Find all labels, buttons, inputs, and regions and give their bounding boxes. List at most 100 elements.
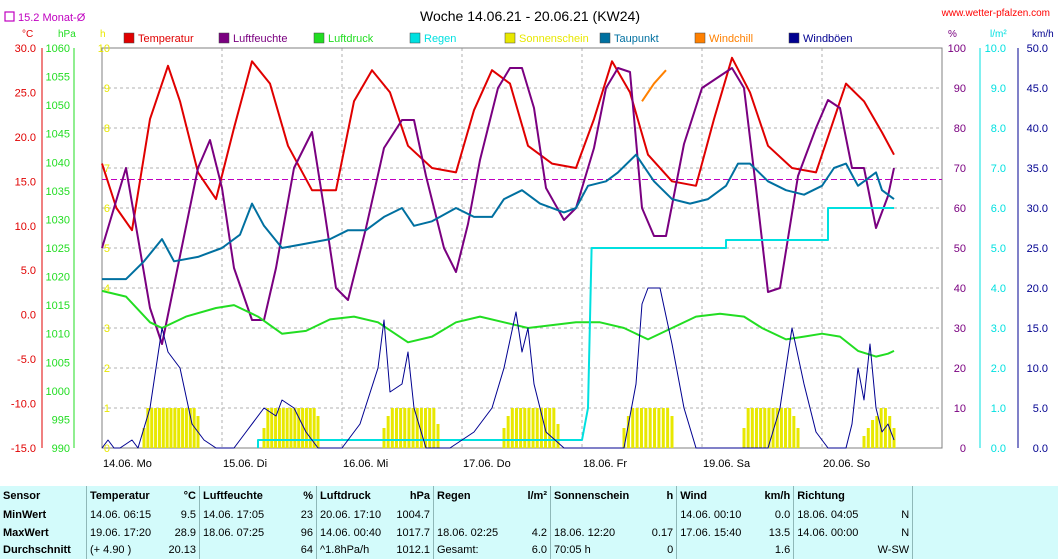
sunshine-bar	[661, 408, 665, 448]
tick-label-rain: 4.0	[991, 283, 1006, 295]
tick-label-rain: 8.0	[991, 123, 1006, 135]
header-sunshine-unit: h	[666, 490, 674, 502]
sunshine-bar	[382, 428, 386, 448]
sunshine-bar	[631, 408, 635, 448]
legend-label-pressure: Luftdruck	[328, 33, 374, 45]
sunshine-bar	[888, 416, 892, 448]
tick-label-pressure: 1015	[46, 300, 70, 312]
x-tick-label: 17.06. Do	[463, 458, 511, 470]
tick-label-temperature: -5.0	[17, 354, 36, 366]
month-avg-icon	[4, 11, 15, 22]
legend-label-dewpoint: Taupunkt	[614, 33, 659, 45]
sunshine-bar	[552, 408, 556, 448]
rain-total-label: Gesamt:	[433, 541, 506, 559]
sunshine-bar	[181, 408, 185, 448]
tick-label-pressure: 1050	[46, 100, 70, 112]
tick-label-rain: 10.0	[985, 43, 1006, 55]
sunshine-bar	[779, 408, 783, 448]
sunshine-bar	[297, 408, 301, 448]
sunshine-bar	[184, 408, 188, 448]
tick-label-humidity: 70	[954, 163, 966, 175]
press-max-value: 1017.7	[396, 526, 430, 539]
dir-avg-value: W-SW	[877, 544, 910, 557]
sunshine-bar	[419, 408, 423, 448]
series-line-pressure	[101, 289, 895, 358]
series-line-rain	[257, 207, 894, 448]
tick-label-pressure: 1000	[46, 386, 70, 398]
sunshine-bar	[622, 428, 626, 448]
sunshine-bar	[411, 408, 415, 448]
tick-label-humidity: 0	[960, 443, 966, 455]
legend-label-temperature: Temperatur	[138, 33, 194, 45]
series-line-humidity	[101, 67, 895, 345]
sunshine-bar	[875, 416, 879, 448]
sunshine-bar	[527, 408, 531, 448]
legend: Temperatur Luftfeuchte Luftdruck Regen Sonne…	[123, 32, 853, 45]
sunshine-bar	[436, 424, 440, 448]
series-line-windchill	[641, 69, 667, 102]
temp-min-time: 14.06. 06:15	[86, 506, 155, 524]
tick-label-wind: 25.0	[1027, 243, 1048, 255]
sunshine-bar	[403, 408, 407, 448]
rain-total-value: 6.0	[531, 544, 547, 557]
header-wind-unit: km/h	[764, 490, 791, 502]
tick-label-rain: 3.0	[991, 323, 1006, 335]
legend-label-windchill: Windchill	[709, 33, 753, 45]
sunshine-bar	[266, 408, 270, 448]
legend-swatch-windchill	[694, 32, 706, 44]
tick-label-temperature: 20.0	[15, 132, 36, 144]
tick-label-humidity: 50	[954, 243, 966, 255]
sunshine-bar	[796, 428, 800, 448]
header-rain: Regen	[433, 486, 506, 507]
sun-total-note: 70:05 h	[550, 541, 633, 559]
tick-label-pressure: 1060	[46, 43, 70, 55]
legend-label-gust: Windböen	[803, 33, 853, 45]
press-max-time: 14.06. 00:40	[316, 523, 389, 542]
sunshine-bar	[892, 428, 896, 448]
axis-unit-pressure: hPa	[58, 29, 76, 40]
tick-label-humidity: 10	[954, 403, 966, 415]
tick-label-humidity: 100	[948, 43, 966, 55]
sunshine-bar	[142, 428, 146, 448]
site-url[interactable]: www.wetter-pfalzen.com	[941, 8, 1050, 19]
tick-label-rain: 2.0	[991, 363, 1006, 375]
sunshine-bar	[161, 408, 165, 448]
tick-label-wind: 20.0	[1027, 283, 1048, 295]
axis-unit-humidity: %	[948, 29, 957, 40]
axis-unit-temperature: °C	[22, 29, 33, 40]
sunshine-bar	[510, 408, 514, 448]
sunshine-bar	[653, 408, 657, 448]
sunshine-bar	[289, 408, 293, 448]
header-temperature: Temperatur	[86, 486, 155, 507]
sunshine-bar	[784, 408, 788, 448]
tick-label-temperature: 30.0	[15, 43, 36, 55]
legend-label-humidity: Luftfeuchte	[233, 33, 287, 45]
tick-label-sunshine: 4	[104, 283, 110, 295]
tick-label-humidity: 90	[954, 83, 966, 95]
dir-min-time: 18.06. 04:05	[793, 506, 867, 524]
tick-label-sunshine: 10	[98, 43, 110, 55]
hum-max-value: 96	[300, 526, 313, 539]
sunshine-bar	[407, 408, 411, 448]
sunshine-bar	[301, 408, 305, 448]
temp-max-value: 28.9	[174, 526, 196, 539]
series-line-gust	[101, 287, 895, 449]
sunshine-bar	[535, 408, 539, 448]
sun-max-time: 18.06. 12:20	[550, 523, 633, 542]
tick-label-pressure: 1010	[46, 329, 70, 341]
tick-label-humidity: 60	[954, 203, 966, 215]
hum-min-time: 14.06. 17:05	[199, 506, 272, 524]
sunshine-bar	[165, 408, 169, 448]
sunshine-bar	[657, 408, 661, 448]
stats-row-min: MinWert 14.06. 06:15 9.5 14.06. 17:05 23…	[0, 506, 1058, 524]
legend-swatch-pressure	[313, 32, 325, 44]
sunshine-bar	[277, 408, 281, 448]
tick-label-temperature: 25.0	[15, 87, 36, 99]
sunshine-bar	[635, 408, 639, 448]
tick-label-rain: 5.0	[991, 243, 1006, 255]
hum-max-time: 18.06. 07:25	[199, 523, 272, 542]
rain-max-time: 18.06. 02:25	[433, 523, 506, 542]
legend-swatch-rain	[409, 32, 421, 44]
month-avg-label: 15.2 Monat-Ø	[18, 12, 86, 24]
